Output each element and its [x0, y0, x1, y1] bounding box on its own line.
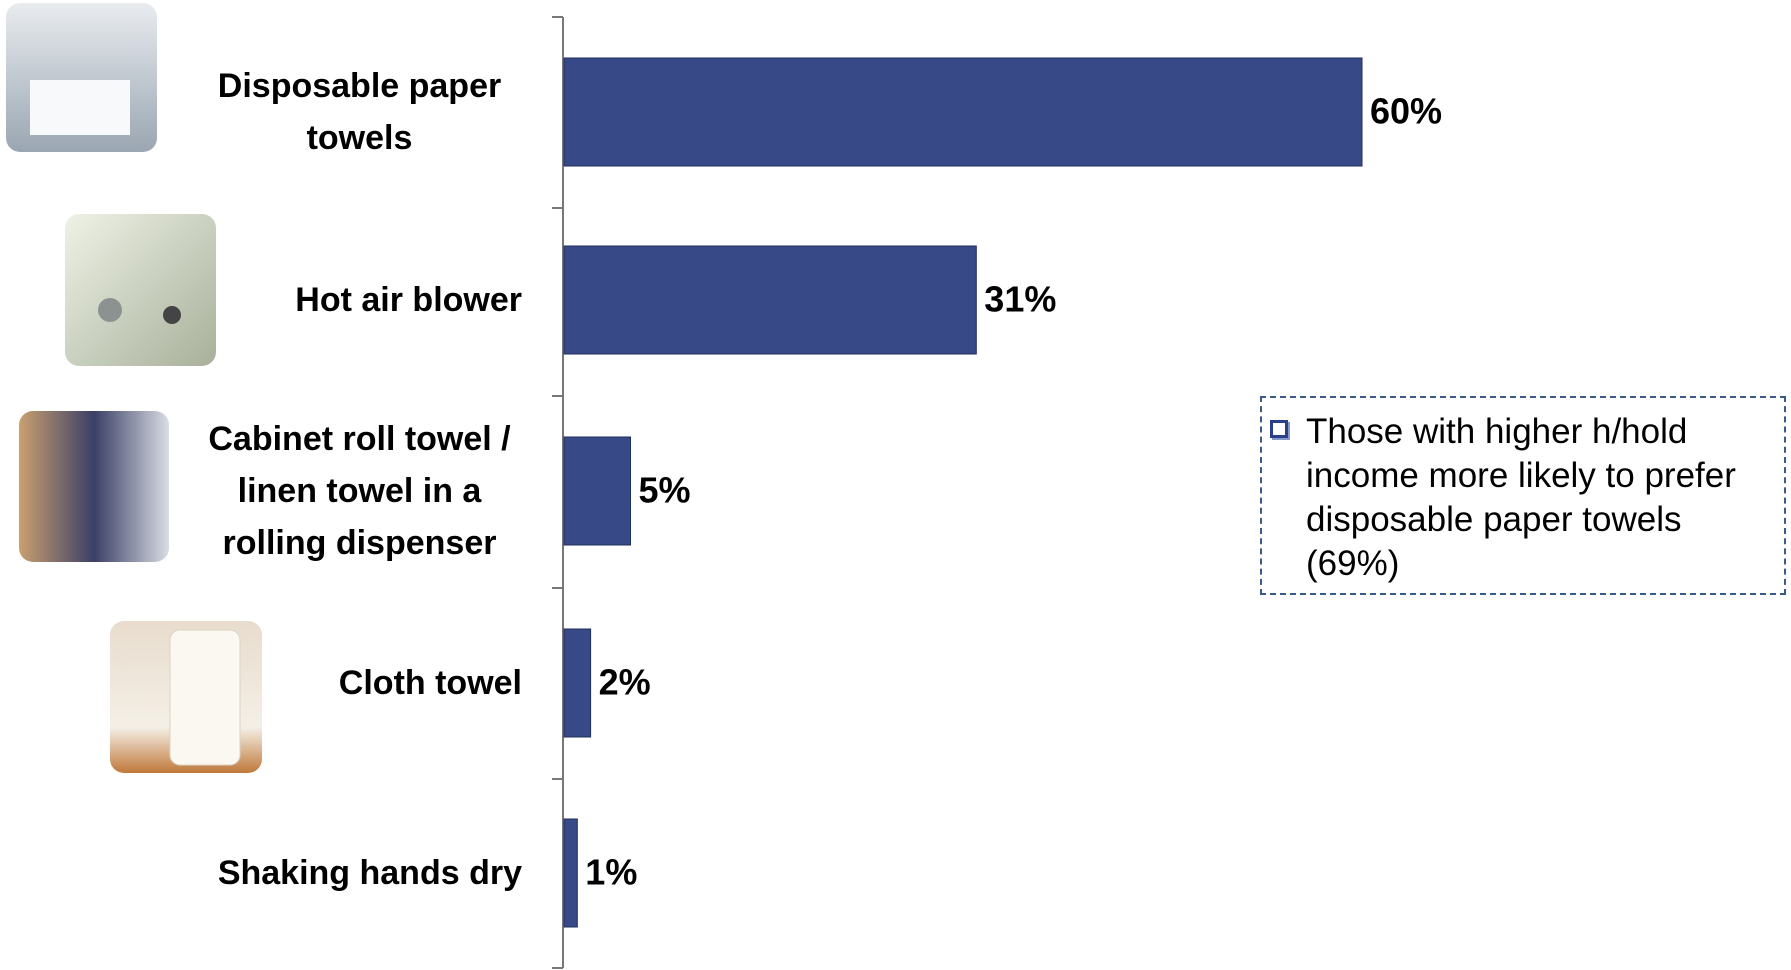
- category-label: Shaking hands dry: [217, 854, 522, 892]
- icon-detail: [98, 298, 122, 322]
- icon-detail: [169, 629, 241, 766]
- category-label: Cabinet roll towel / linen towel in a ro…: [208, 420, 511, 562]
- bar: [563, 628, 592, 738]
- bar: [563, 57, 1363, 167]
- bar: [563, 245, 977, 355]
- annotation-box: Those with higher h/hold income more lik…: [1260, 396, 1786, 595]
- category-label-box: Cabinet roll towel / linen towel in a ro…: [122, 413, 522, 569]
- annotation: Those with higher h/hold income more lik…: [1306, 412, 1736, 583]
- value-label: 60%: [1370, 91, 1442, 132]
- axis-ticks: [552, 16, 563, 969]
- category-label: Hot air blower: [295, 281, 522, 319]
- icon: [19, 411, 169, 562]
- bar: [563, 818, 578, 928]
- value-label: 1%: [585, 852, 637, 893]
- icon: [65, 214, 216, 366]
- bar: [563, 436, 631, 546]
- bullet: [1270, 420, 1288, 438]
- category-label-box: Cloth towel: [122, 657, 522, 709]
- icon-detail: [30, 80, 130, 135]
- category-label-box: Hot air blower: [122, 274, 522, 326]
- category-label: Disposable paper towels: [217, 67, 502, 157]
- value-label: 5%: [639, 470, 691, 511]
- category-label-box: Shaking hands dry: [122, 847, 522, 899]
- category-label-box: Disposable paper towels: [122, 60, 522, 164]
- category-label: Cloth towel: [338, 664, 522, 702]
- value-label: 31%: [984, 279, 1056, 320]
- value-label: 2%: [599, 662, 651, 703]
- icon-detail: [163, 306, 181, 324]
